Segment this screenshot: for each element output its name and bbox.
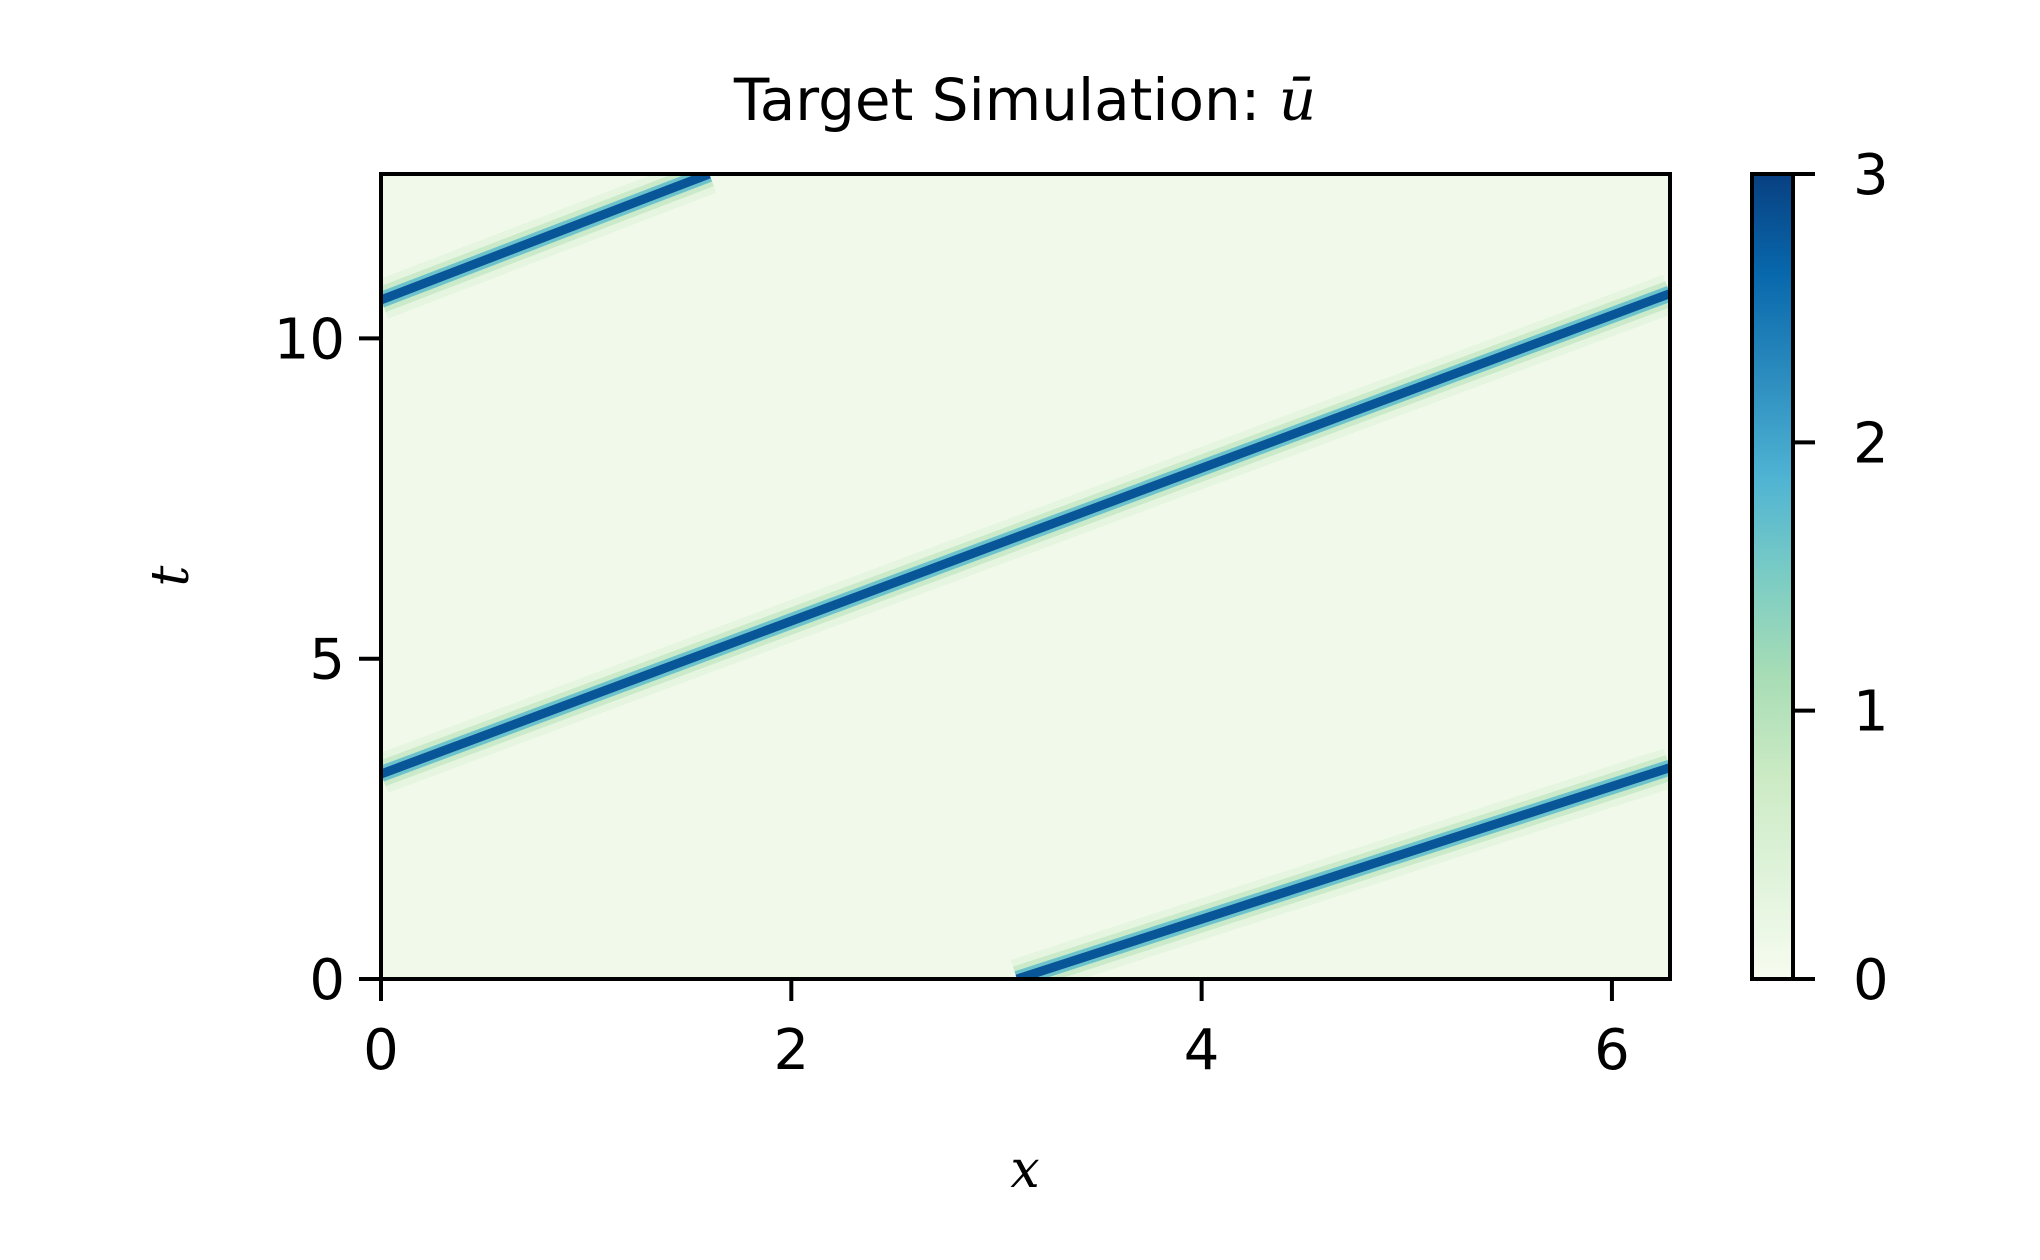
heatmap-background <box>381 174 1670 979</box>
chart-title-symbol: ū <box>1279 66 1316 134</box>
heatmap-area <box>381 174 1670 979</box>
ridge-2-layer-3 <box>381 174 711 305</box>
x-tick-label-2: 2 <box>773 1018 809 1083</box>
colorbar-tick-label-1: 1 <box>1853 680 1889 745</box>
y-axis-label: t <box>141 565 201 586</box>
colorbar-axis: 0 1 2 3 <box>1793 143 1889 1013</box>
ridge-0-layer-3 <box>1015 763 1670 979</box>
colorbar-tick-label-0: 0 <box>1853 948 1889 1013</box>
x-axis-label: x <box>1010 1140 1039 1200</box>
ridge-0 <box>1010 748 1670 979</box>
ridge-2 <box>381 174 717 319</box>
ridge-1-layer-3 <box>381 289 1670 779</box>
colorbar-tick-label-3: 3 <box>1853 143 1889 208</box>
x-tick-label-0: 0 <box>363 1018 399 1083</box>
colorbar-tick-label-2: 2 <box>1853 411 1889 476</box>
chart-title-text: Target Simulation: <box>733 66 1279 134</box>
y-tick-label-10: 10 <box>274 307 345 372</box>
plot-frame <box>379 172 1672 981</box>
colorbar <box>1752 174 1793 979</box>
colorbar-frame <box>1750 172 1795 981</box>
y-axis: 0 5 10 <box>274 307 381 1013</box>
heatmap-ridges <box>381 174 1670 979</box>
ridge-1 <box>381 274 1670 793</box>
y-tick-label-0: 0 <box>309 948 345 1013</box>
chart-title: Target Simulation: ū <box>733 66 1316 134</box>
x-axis: 0 2 4 6 <box>363 979 1630 1083</box>
x-tick-label-6: 6 <box>1594 1018 1630 1083</box>
y-tick-label-5: 5 <box>309 628 345 693</box>
x-tick-label-4: 4 <box>1184 1018 1220 1083</box>
